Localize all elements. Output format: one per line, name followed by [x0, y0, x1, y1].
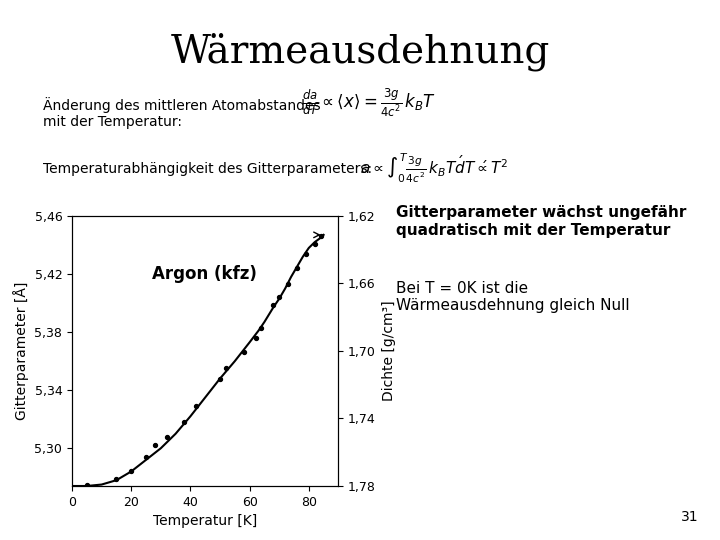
Text: Wärmeausdehnung: Wärmeausdehnung — [171, 32, 549, 71]
Point — [300, 249, 312, 258]
Y-axis label: Dichte [g/cm³]: Dichte [g/cm³] — [382, 301, 395, 401]
Point — [215, 374, 226, 383]
Point — [274, 293, 285, 302]
Point — [161, 433, 173, 441]
Point — [309, 239, 320, 248]
Point — [250, 334, 261, 342]
Text: Änderung des mittleren Atomabstandes
mit der Temperatur:: Änderung des mittleren Atomabstandes mit… — [43, 97, 321, 130]
Text: Temperaturabhängigkeit des Gitterparameters:: Temperaturabhängigkeit des Gitterparamet… — [43, 162, 372, 176]
Point — [140, 453, 152, 461]
Point — [111, 475, 122, 483]
Text: Bei T = 0K ist die
Wärmeausdehnung gleich Null: Bei T = 0K ist die Wärmeausdehnung gleic… — [396, 281, 629, 313]
Point — [315, 232, 326, 241]
Y-axis label: Gitterparameter [Å]: Gitterparameter [Å] — [13, 282, 29, 420]
Point — [149, 441, 161, 450]
Point — [179, 418, 190, 427]
Point — [268, 300, 279, 309]
Text: Argon (kfz): Argon (kfz) — [152, 265, 257, 282]
Point — [220, 364, 232, 373]
Point — [282, 280, 294, 288]
Text: $\frac{da}{dT} \propto \langle x \rangle = \frac{3g}{4c^2}\,k_B T$: $\frac{da}{dT} \propto \langle x \rangle… — [302, 86, 436, 119]
Text: $a \propto \int_0^T \frac{3g}{4c^2}\,k_B T\' dT\' \propto T^2$: $a \propto \int_0^T \frac{3g}{4c^2}\,k_B… — [360, 151, 508, 185]
Text: Gitterparameter wächst ungefähr
quadratisch mit der Temperatur: Gitterparameter wächst ungefähr quadrati… — [396, 205, 686, 238]
Point — [238, 348, 249, 357]
Text: 31: 31 — [681, 510, 698, 524]
Point — [256, 323, 267, 332]
Point — [125, 467, 137, 476]
Point — [81, 480, 93, 489]
Point — [291, 264, 302, 273]
X-axis label: Temperatur [K]: Temperatur [K] — [153, 514, 257, 528]
Point — [191, 402, 202, 410]
